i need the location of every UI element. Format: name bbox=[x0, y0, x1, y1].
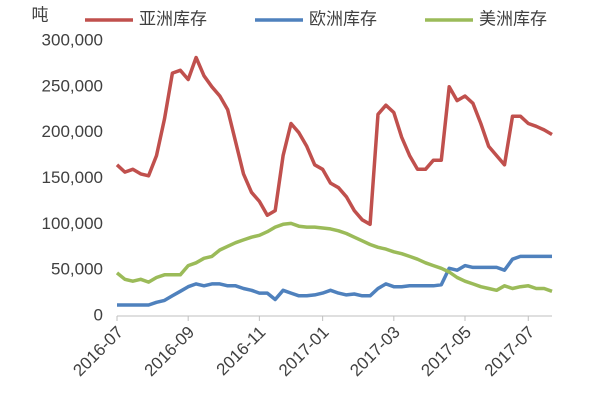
y-tick-label: 150,000 bbox=[42, 168, 103, 187]
x-tick-label: 2016-07 bbox=[69, 323, 127, 381]
legend-label: 亚洲库存 bbox=[139, 9, 207, 28]
x-tick-label: 2017-03 bbox=[346, 323, 404, 381]
x-tick-label: 2016-09 bbox=[141, 323, 199, 381]
x-tick-label: 2017-01 bbox=[275, 323, 333, 381]
series-line bbox=[115, 55, 553, 227]
y-tick-label: 300,000 bbox=[42, 30, 103, 49]
y-tick-label: 0 bbox=[94, 305, 103, 324]
legend-label: 美洲库存 bbox=[479, 9, 547, 28]
y-tick-label: 200,000 bbox=[42, 122, 103, 141]
y-tick-label: 50,000 bbox=[51, 260, 103, 279]
x-tick-label: 2016-11 bbox=[213, 323, 270, 380]
y-tick-label: 250,000 bbox=[42, 76, 103, 95]
series-line bbox=[117, 254, 552, 307]
y-axis-label: 吨 bbox=[32, 5, 49, 24]
x-tick-label: 2017-05 bbox=[417, 323, 475, 381]
series-line bbox=[115, 221, 553, 293]
y-tick-label: 100,000 bbox=[42, 214, 103, 233]
legend-label: 欧洲库存 bbox=[309, 9, 377, 28]
x-tick-label: 2017-07 bbox=[481, 323, 539, 381]
